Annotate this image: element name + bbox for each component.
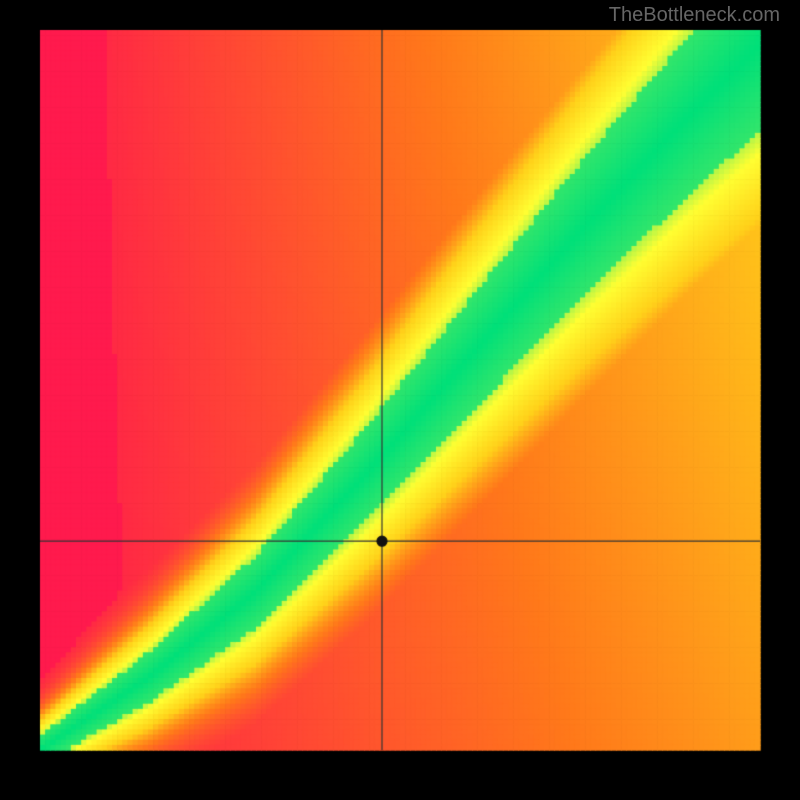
heatmap-canvas <box>0 0 800 800</box>
chart-container: TheBottleneck.com <box>0 0 800 800</box>
watermark-text: TheBottleneck.com <box>609 4 780 27</box>
